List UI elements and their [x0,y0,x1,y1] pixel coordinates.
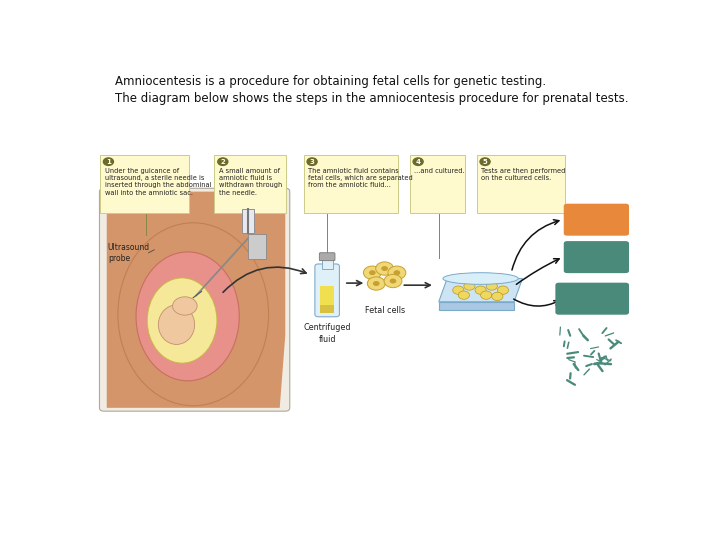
FancyBboxPatch shape [555,282,629,315]
Circle shape [364,266,382,279]
Circle shape [217,158,228,165]
FancyBboxPatch shape [410,156,465,213]
Circle shape [481,291,492,299]
Text: Chemical
analysis: Chemical analysis [573,210,620,230]
Circle shape [373,281,379,286]
FancyBboxPatch shape [248,234,266,259]
Circle shape [384,274,402,288]
FancyBboxPatch shape [304,156,398,213]
FancyBboxPatch shape [320,253,335,261]
Text: 1: 1 [106,159,111,165]
Text: The diagram below shows the steps in the amniocentesis procedure for prenatal te: The diagram below shows the steps in the… [115,92,629,105]
Circle shape [453,286,464,294]
Circle shape [498,286,508,294]
Circle shape [464,282,475,290]
FancyBboxPatch shape [564,204,629,235]
Polygon shape [107,192,285,408]
Text: Tests are then performed
on the cultured cells.: Tests are then performed on the cultured… [481,168,565,181]
Text: Centrifuged
fluid: Centrifuged fluid [303,323,351,343]
Text: 5: 5 [482,159,487,165]
FancyBboxPatch shape [315,264,339,317]
FancyBboxPatch shape [320,286,334,313]
Polygon shape [438,302,514,310]
Circle shape [458,291,469,299]
Text: Chromosomal
analysis: Chromosomal analysis [557,289,627,308]
FancyBboxPatch shape [320,305,334,313]
Circle shape [388,266,406,279]
Ellipse shape [136,252,239,381]
Text: DNA
analysis: DNA analysis [575,247,617,267]
Ellipse shape [147,278,217,363]
Circle shape [367,277,385,290]
Ellipse shape [158,305,194,345]
Text: Amniocentesis is a procedure for obtaining fetal cells for genetic testing.: Amniocentesis is a procedure for obtaini… [115,75,546,88]
Circle shape [369,270,376,275]
Text: ...and cultured.: ...and cultured. [414,168,465,174]
Circle shape [104,158,114,165]
Ellipse shape [443,273,518,285]
FancyBboxPatch shape [100,156,189,213]
Circle shape [307,158,317,165]
Text: 4: 4 [415,159,420,165]
Text: 3: 3 [310,159,315,165]
Circle shape [390,279,396,284]
Circle shape [486,282,498,290]
Polygon shape [438,279,523,302]
Circle shape [173,297,197,315]
Text: 2: 2 [220,159,225,165]
FancyBboxPatch shape [215,156,287,213]
FancyBboxPatch shape [242,209,254,233]
FancyBboxPatch shape [477,156,565,213]
Text: A small amount of
amniotic fluid is
withdrawn through
the needle.: A small amount of amniotic fluid is with… [219,168,282,195]
Text: Under the guicance of
ultrasound, a sterile needle is
inserted through the abdom: Under the guicance of ultrasound, a ster… [104,168,211,195]
FancyBboxPatch shape [564,241,629,273]
Ellipse shape [118,223,269,406]
FancyBboxPatch shape [99,188,289,411]
Circle shape [475,286,486,294]
Circle shape [480,158,490,165]
Circle shape [492,292,503,301]
Text: Fetal cells: Fetal cells [364,306,405,315]
Circle shape [413,158,423,165]
Text: The amniotic fluid contains
fetal cells, which are separated
from the amniotic f: The amniotic fluid contains fetal cells,… [308,168,413,188]
Circle shape [376,262,394,275]
Circle shape [394,270,400,275]
Text: Ultrasound
probe: Ultrasound probe [108,242,150,263]
FancyBboxPatch shape [322,259,333,268]
Circle shape [382,266,388,271]
